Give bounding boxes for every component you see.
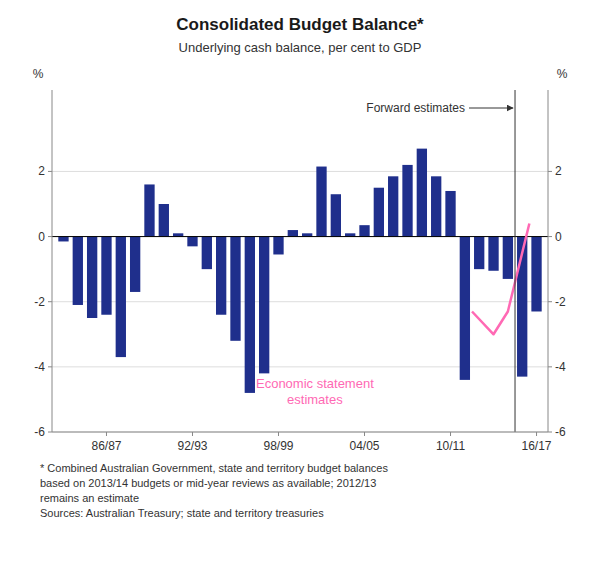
bar	[402, 165, 412, 237]
footnote-line: * Combined Australian Government, state …	[40, 462, 388, 474]
bar	[101, 237, 111, 315]
grid	[52, 171, 548, 432]
x-axis-line	[52, 432, 548, 433]
annotation: Economic statementestimates	[256, 376, 374, 407]
x-tick	[106, 432, 107, 436]
y-axis-label: %	[33, 67, 44, 81]
x-tick	[364, 432, 365, 436]
x-tick-label: 92/93	[177, 439, 207, 453]
annotation-line: Economic statement	[256, 376, 374, 391]
chart: Consolidated Budget Balance* Underlying c…	[0, 0, 600, 577]
footnote-line: remains an estimate	[40, 492, 139, 504]
x-tick	[536, 432, 537, 436]
y2-tick	[548, 236, 552, 237]
grid-line	[52, 366, 548, 367]
bar	[187, 237, 197, 247]
footnote-line: based on 2013/14 budgets or mid-year rev…	[40, 477, 376, 489]
bar	[58, 237, 68, 242]
y2-tick-label: -4	[555, 360, 566, 374]
bar	[159, 204, 169, 237]
x-tick	[278, 432, 279, 436]
x-tick	[192, 432, 193, 436]
y2-tick-label: 2	[555, 164, 562, 178]
bar	[273, 237, 283, 255]
y-tick-label: 2	[38, 164, 45, 178]
bar	[488, 237, 498, 271]
x-tick-label: 98/99	[263, 439, 293, 453]
bar	[116, 237, 126, 358]
x-tick-label: 10/11	[436, 439, 465, 453]
bar	[359, 225, 369, 236]
x-tick-label: 86/87	[91, 439, 121, 453]
y2-tick	[548, 366, 552, 367]
bar	[445, 191, 455, 237]
y-tick	[48, 171, 52, 172]
y2-tick-label: -2	[555, 295, 566, 309]
bar	[388, 176, 398, 236]
subtitle: Underlying cash balance, per cent to GDP	[179, 40, 422, 55]
zero-line	[52, 236, 548, 237]
y-tick	[48, 366, 52, 367]
bar	[144, 184, 154, 236]
bar	[130, 237, 140, 292]
bar	[474, 237, 484, 270]
bar	[288, 230, 298, 237]
footnote-line: Sources: Australian Treasury; state and …	[40, 507, 324, 519]
y2-tick-label: -6	[555, 425, 566, 439]
bar	[331, 194, 341, 236]
bar	[417, 149, 427, 237]
y-tick-label: -6	[34, 425, 45, 439]
bar	[431, 176, 441, 236]
y-tick	[48, 432, 52, 433]
bar	[216, 237, 226, 315]
y2-tick-label: 0	[555, 230, 562, 244]
y-axis-line	[52, 90, 53, 432]
bar	[374, 188, 384, 237]
bar	[87, 237, 97, 318]
y2-tick	[548, 301, 552, 302]
y2-tick	[548, 171, 552, 172]
x-tick	[450, 432, 451, 436]
grid-line	[52, 432, 548, 433]
bar	[503, 237, 513, 279]
bar	[460, 237, 470, 380]
title: Consolidated Budget Balance*	[176, 15, 424, 34]
annotation-line: estimates	[287, 392, 343, 407]
grid-line	[52, 301, 548, 302]
x-tick-label: 04/05	[349, 439, 379, 453]
bar	[73, 237, 83, 305]
y-tick-label: -2	[34, 295, 45, 309]
plot-area	[52, 90, 548, 432]
bar	[259, 237, 269, 374]
forward-line	[515, 90, 516, 432]
y-tick-label: -4	[34, 360, 45, 374]
grid-line	[52, 171, 548, 172]
bar	[202, 237, 212, 270]
y-tick-label: 0	[38, 230, 45, 244]
bar	[245, 237, 255, 393]
y-tick	[48, 301, 52, 302]
y-tick	[48, 236, 52, 237]
bar	[531, 237, 541, 312]
annotation-arrow	[469, 108, 513, 109]
bar	[316, 167, 326, 237]
line	[472, 224, 529, 335]
y2-axis-line	[548, 90, 549, 432]
bar	[230, 237, 240, 341]
x-tick-label: 16/17	[522, 439, 552, 453]
y2-axis-label: %	[557, 67, 568, 81]
annotation: Forward estimates	[366, 101, 465, 115]
y2-tick	[548, 432, 552, 433]
grid-line	[52, 236, 548, 237]
footnote: * Combined Australian Government, state …	[40, 462, 388, 519]
